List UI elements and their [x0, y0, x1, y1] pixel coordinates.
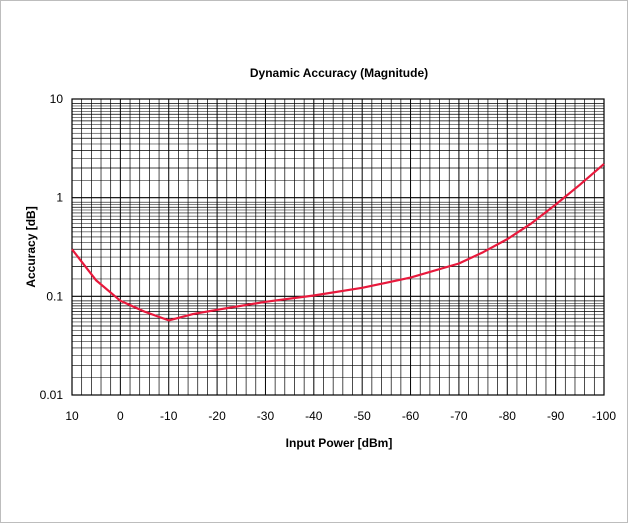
series-line [71, 163, 605, 322]
series-layer [71, 163, 605, 322]
x-tick-label: -30 [257, 409, 275, 423]
chart-title: Dynamic Accuracy (Magnitude) [250, 66, 428, 80]
y-tick-label: 0.1 [46, 289, 63, 303]
x-tick-label: -80 [499, 409, 517, 423]
y-tick-label: 10 [50, 92, 64, 106]
x-tick-label: -40 [305, 409, 323, 423]
y-tick-labels: 10 1 0.1 0.01 [40, 92, 64, 402]
x-tick-label: -70 [450, 409, 468, 423]
y-tick-label: 0.01 [40, 388, 64, 402]
x-tick-label: -90 [547, 409, 565, 423]
x-tick-label: 0 [117, 409, 124, 423]
x-tick-label: -50 [354, 409, 372, 423]
y-tick-label: 1 [56, 191, 63, 205]
x-axis-label: Input Power [dBm] [286, 436, 393, 450]
x-tick-label: 10 [65, 409, 79, 423]
y-axis-label: Accuracy [dB] [24, 206, 38, 287]
x-tick-label: -60 [402, 409, 420, 423]
plot-border [71, 98, 605, 396]
x-tick-label: -20 [208, 409, 226, 423]
x-tick-label: -10 [160, 409, 178, 423]
x-tick-label: -100 [592, 409, 616, 423]
x-tick-labels: 10 0 -10 -20 -30 -40 -50 -60 -70 -80 -90 -100 [65, 409, 616, 423]
grid [71, 99, 605, 396]
